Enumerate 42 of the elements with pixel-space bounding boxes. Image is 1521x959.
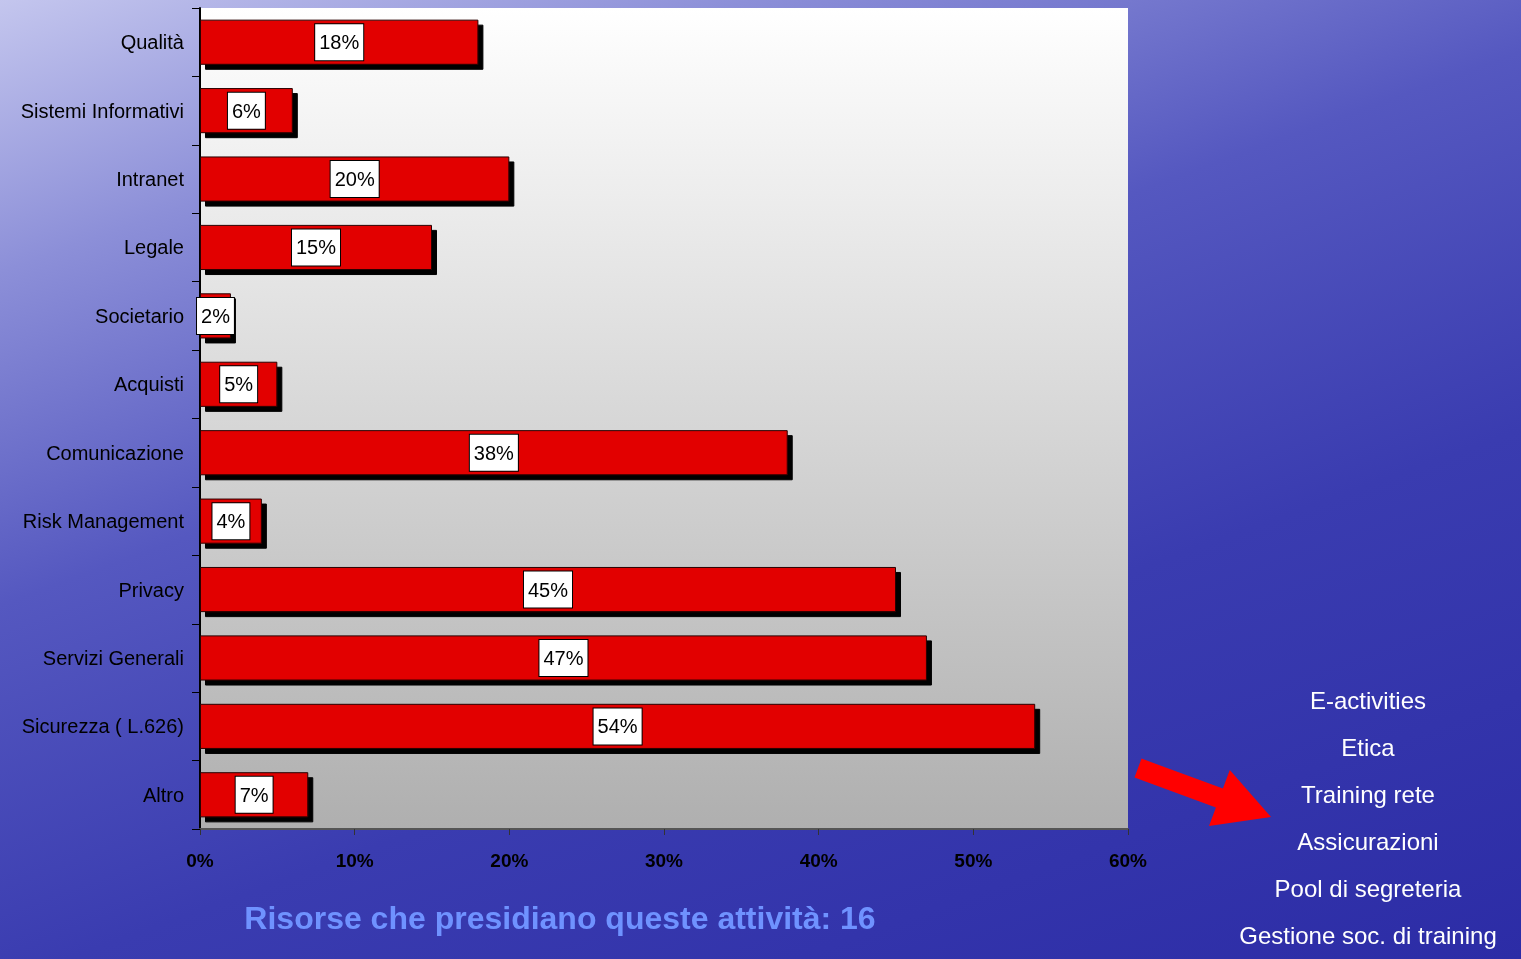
text: Pool di segreteria xyxy=(1273,874,1463,904)
x-tick-label: 10% xyxy=(335,850,374,871)
y-tick-label: Privacy xyxy=(118,578,184,601)
text: E-activities xyxy=(1309,686,1427,716)
y-tick-label: Societario xyxy=(95,304,184,327)
data-label: 7% xyxy=(239,783,269,806)
data-label: 20% xyxy=(334,168,375,191)
x-tick-label: 20% xyxy=(490,850,529,871)
x-tick-label: 40% xyxy=(799,850,838,871)
data-label: 5% xyxy=(224,373,254,396)
text: Training rete xyxy=(1300,780,1436,810)
data-label: 15% xyxy=(295,236,337,259)
y-tick-label: Sistemi Informativi xyxy=(20,99,184,122)
data-label: 4% xyxy=(216,510,246,533)
x-tick-label: 0% xyxy=(186,850,214,871)
y-tick-label: Sicurezza ( L.626) xyxy=(21,715,184,738)
data-label: 45% xyxy=(527,578,569,601)
x-tick-label: 60% xyxy=(1108,850,1148,871)
bar xyxy=(200,566,896,613)
x-tick-label: 30% xyxy=(644,850,684,871)
text: Etica xyxy=(1340,733,1396,763)
data-label: 47% xyxy=(543,646,584,669)
y-tick-label: Risk Management xyxy=(22,510,185,533)
y-tick-label: Acquisti xyxy=(113,373,184,396)
bar xyxy=(200,703,1036,749)
data-label: 18% xyxy=(319,31,360,54)
y-tick-label: Qualità xyxy=(120,31,185,54)
bar xyxy=(200,635,927,681)
y-tick-label: Altro xyxy=(142,783,184,806)
y-tick-label: Comunicazione xyxy=(46,441,184,464)
y-tick-label: Servizi Generali xyxy=(42,646,184,669)
data-label: 6% xyxy=(231,99,262,122)
text: Risorse che presidiano queste attività: 16 xyxy=(243,899,877,938)
y-tick-label: Intranet xyxy=(116,168,185,191)
data-label: 2% xyxy=(201,304,231,327)
x-tick-label: 50% xyxy=(954,850,993,871)
y-tick-label: Legale xyxy=(123,236,184,259)
text: Assicurazioni xyxy=(1296,827,1440,857)
data-label: 54% xyxy=(597,715,638,738)
bar xyxy=(200,430,788,476)
data-label: 38% xyxy=(473,441,515,464)
text: Gestione soc. di training xyxy=(1238,921,1498,951)
